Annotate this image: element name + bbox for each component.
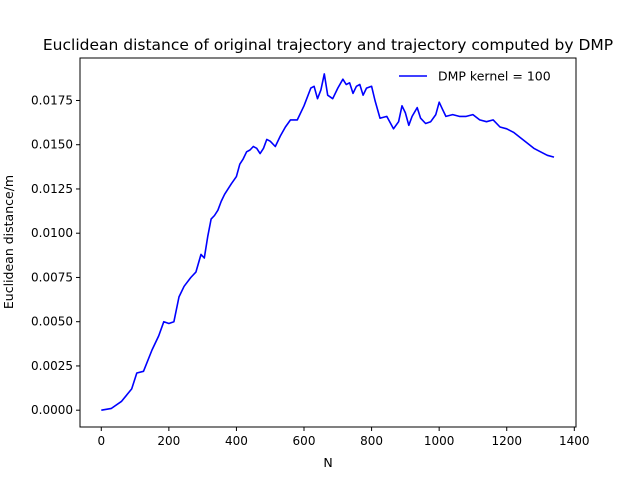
chart-title: Euclidean distance of original trajector… [43,36,613,54]
x-tick-label: 1400 [559,434,590,448]
y-axis-label: Euclidean distance/m [1,175,16,309]
y-axis: 0.0000 0.0025 0.0050 0.0075 0.0100 0.0125 0.01… [31,93,80,417]
x-tick-label: 1200 [491,434,522,448]
y-tick-label: 0.0075 [31,270,73,284]
y-tick-label: 0.0100 [31,226,73,240]
x-tick-label: 400 [225,434,248,448]
y-tick-label: 0.0050 [31,315,73,329]
x-tick-label: 0 [97,434,105,448]
plot-area [79,57,577,428]
x-tick-label: 600 [293,434,316,448]
series-line-dmp-kernel-100 [101,73,555,411]
legend: DMP kernel = 100 [399,69,551,84]
x-tick-label: 800 [360,434,383,448]
legend-label: DMP kernel = 100 [438,69,551,84]
y-tick-label: 0.0000 [31,403,73,417]
x-tick-label: 1000 [424,434,455,448]
y-tick-label: 0.0175 [31,93,73,107]
y-tick-label: 0.0150 [31,138,73,152]
plot-frame [79,57,577,428]
y-tick-label: 0.0025 [31,359,73,373]
y-tick-label: 0.0125 [31,182,73,196]
x-axis: 0 200 400 600 800 1000 1200 1400 [97,427,590,448]
x-tick-label: 200 [157,434,180,448]
x-axis-label: N [323,455,332,470]
